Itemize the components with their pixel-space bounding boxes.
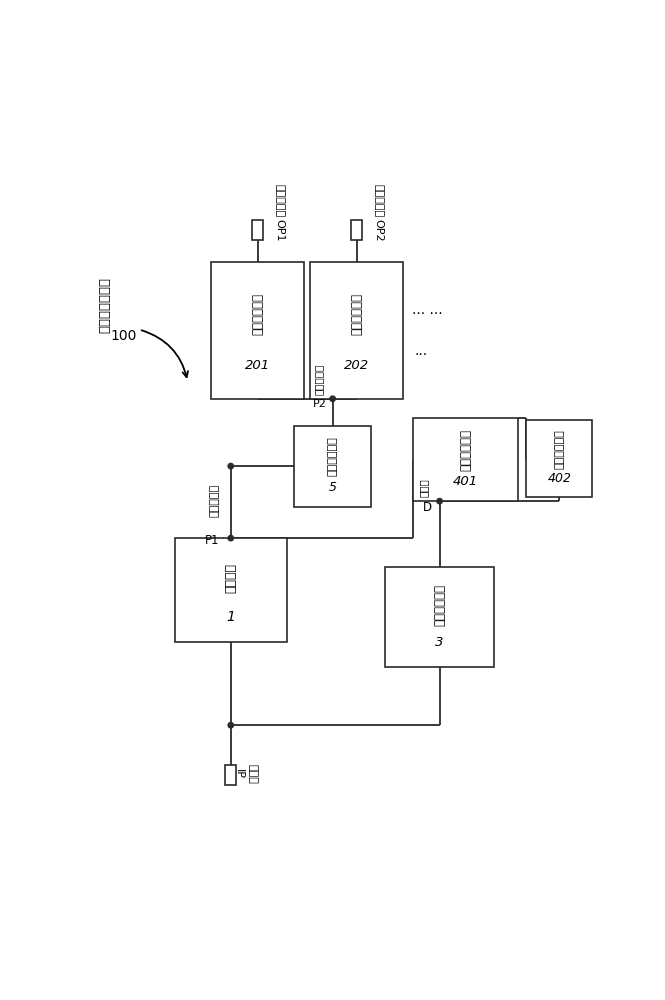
Bar	[310, 262, 403, 399]
Text: 3: 3	[436, 636, 444, 649]
Text: D: D	[423, 501, 432, 514]
Text: 第一输出电路: 第一输出电路	[251, 293, 264, 335]
Circle shape	[330, 396, 335, 401]
Text: IP: IP	[233, 769, 243, 779]
Bar	[211, 262, 304, 399]
Text: 1: 1	[226, 610, 235, 624]
Text: 第二下拉电路: 第二下拉电路	[555, 430, 565, 469]
Bar	[527, 420, 593, 497]
Bar	[351, 220, 362, 240]
Text: 5: 5	[329, 481, 336, 494]
Bar	[252, 220, 263, 240]
Text: 第二上拉点: 第二上拉点	[313, 364, 323, 395]
Text: ... ...: ... ...	[412, 303, 443, 317]
Circle shape	[228, 463, 233, 469]
Bar	[294, 426, 372, 507]
Text: 时序控制电路: 时序控制电路	[328, 437, 338, 476]
Text: 100: 100	[110, 329, 136, 343]
Text: 下拉控制电路: 下拉控制电路	[433, 584, 446, 626]
Circle shape	[228, 723, 233, 728]
Text: OP2: OP2	[374, 219, 384, 241]
Text: 第二输出电路: 第二输出电路	[350, 293, 363, 335]
Circle shape	[437, 498, 442, 504]
Text: P2: P2	[313, 399, 327, 409]
Text: 输入端: 输入端	[247, 764, 257, 784]
Text: 输入电路: 输入电路	[224, 563, 237, 593]
Bar	[386, 567, 494, 667]
Text: 第一上拉点: 第一上拉点	[209, 484, 219, 517]
Text: 第一下拉电路: 第一下拉电路	[459, 429, 472, 471]
Bar	[413, 418, 518, 501]
Text: 第二输出端: 第二输出端	[374, 184, 384, 217]
Text: 移位寄存器单元: 移位寄存器单元	[98, 277, 111, 333]
Circle shape	[228, 535, 233, 541]
Bar	[175, 538, 287, 642]
Text: OP1: OP1	[274, 219, 284, 241]
Text: 402: 402	[547, 472, 571, 485]
Text: 401: 401	[453, 475, 478, 488]
Text: 下拉点: 下拉点	[419, 479, 429, 497]
Text: 202: 202	[344, 359, 369, 372]
Bar	[225, 765, 236, 785]
Text: P1: P1	[205, 534, 219, 547]
Text: 201: 201	[245, 359, 270, 372]
Text: ...: ...	[415, 344, 428, 358]
Text: 第一输出端: 第一输出端	[274, 184, 284, 217]
